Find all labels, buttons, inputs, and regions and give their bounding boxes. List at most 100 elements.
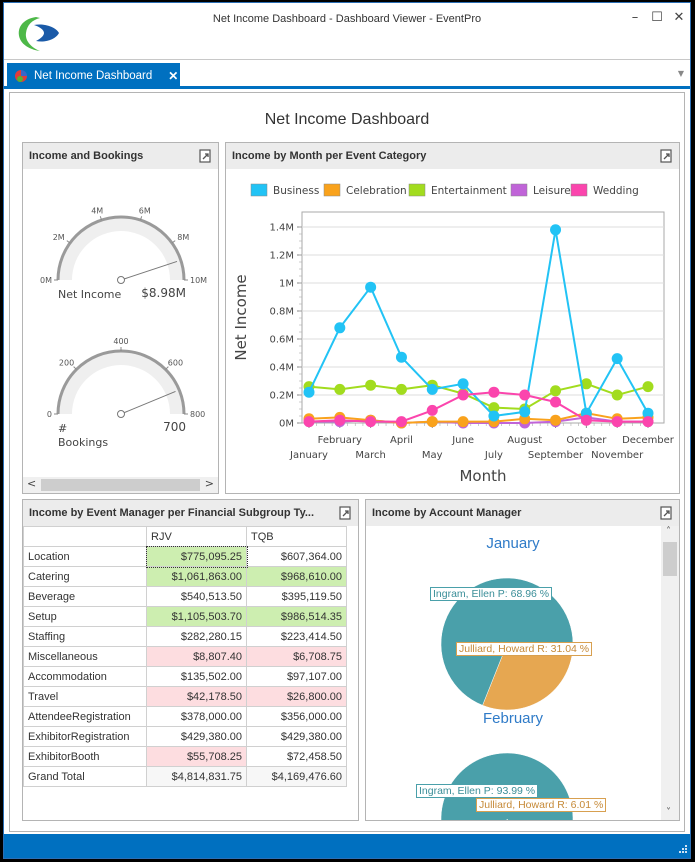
- row-header[interactable]: Setup: [23, 606, 147, 627]
- scroll-thumb[interactable]: [41, 479, 200, 491]
- data-cell[interactable]: $395,119.50: [246, 586, 347, 607]
- legend-item[interactable]: Celebration: [323, 183, 407, 197]
- scroll-down-button[interactable]: ˅: [666, 807, 671, 818]
- legend-item[interactable]: Entertainment: [408, 183, 507, 197]
- row-header[interactable]: Location: [23, 546, 147, 567]
- tab-list-dropdown[interactable]: ▼: [677, 69, 684, 78]
- pie-label-ingram-january: Ingram, Ellen P: 68.96 %: [430, 587, 553, 601]
- data-cell[interactable]: $6,708.75: [246, 646, 347, 667]
- gauge-tick: [165, 366, 169, 370]
- horizontal-scrollbar[interactable]: < >: [23, 477, 218, 493]
- row-header[interactable]: Travel: [23, 686, 147, 707]
- row-header[interactable]: Staffing: [23, 626, 147, 647]
- data-cell[interactable]: $4,169,476.60: [246, 766, 347, 787]
- gauge-needle-hub: [117, 276, 125, 284]
- data-cell[interactable]: $55,708.25: [146, 746, 247, 767]
- close-window-button[interactable]: ✕: [673, 10, 685, 25]
- row-header[interactable]: ExhibitorBooth: [23, 746, 147, 767]
- scroll-right-button[interactable]: >: [204, 477, 214, 490]
- minimize-button[interactable]: –: [631, 10, 639, 25]
- tab-close-button[interactable]: ✕: [168, 69, 179, 83]
- data-cell[interactable]: $968,610.00: [246, 566, 347, 587]
- data-point-entertainment: [611, 389, 623, 401]
- row-header[interactable]: Grand Total: [23, 766, 147, 787]
- export-icon[interactable]: [339, 506, 352, 520]
- row-header[interactable]: AttendeeRegistration: [23, 706, 147, 727]
- data-cell[interactable]: $429,380.00: [146, 726, 247, 747]
- panel-header: Income by Account Manager: [366, 500, 679, 526]
- gauge-tick-label: 4M: [91, 207, 103, 216]
- data-cell[interactable]: $42,178.50: [146, 686, 247, 707]
- gauge-tick: [66, 240, 71, 244]
- x-tick-label: February: [318, 435, 362, 446]
- column-header[interactable]: RJV: [146, 526, 247, 547]
- resize-grip-icon[interactable]: [677, 845, 687, 855]
- gauge-tick: [99, 216, 103, 221]
- table-row: Accommodation $135,502.00 $97,107.00: [23, 666, 347, 687]
- data-point-business: [426, 383, 438, 395]
- data-cell[interactable]: $223,414.50: [246, 626, 347, 647]
- export-icon[interactable]: [660, 506, 673, 520]
- legend-swatch: [408, 183, 426, 197]
- data-point-business: [395, 351, 407, 363]
- data-cell[interactable]: $97,107.00: [246, 666, 347, 687]
- scroll-thumb[interactable]: [663, 542, 677, 576]
- gauge-needle: [120, 260, 178, 281]
- data-point-wedding: [426, 404, 438, 416]
- legend-item[interactable]: Wedding: [570, 183, 639, 197]
- export-icon[interactable]: [199, 149, 212, 163]
- data-point-celebration: [550, 414, 562, 426]
- scroll-left-button[interactable]: <: [27, 477, 37, 490]
- row-header[interactable]: Beverage: [23, 586, 147, 607]
- pivot-header-row: RJV TQB: [23, 526, 347, 547]
- x-tick-label: December: [622, 435, 675, 446]
- data-point-business: [457, 378, 469, 390]
- gauge-tick-label: 400: [113, 337, 128, 346]
- row-header[interactable]: Accommodation: [23, 666, 147, 687]
- data-cell[interactable]: $429,380.00: [246, 726, 347, 747]
- data-cell[interactable]: $356,000.00: [246, 706, 347, 727]
- row-header[interactable]: ExhibitorRegistration: [23, 726, 147, 747]
- data-point-business: [365, 281, 377, 293]
- data-cell[interactable]: $540,513.50: [146, 586, 247, 607]
- data-cell[interactable]: $282,280.15: [146, 626, 247, 647]
- data-cell[interactable]: $775,095.25: [145, 545, 248, 568]
- panel-title: Income by Account Manager: [372, 507, 522, 519]
- data-cell[interactable]: $26,800.00: [246, 686, 347, 707]
- data-cell[interactable]: $8,807.40: [146, 646, 247, 667]
- data-cell[interactable]: $378,000.00: [146, 706, 247, 727]
- data-cell[interactable]: $607,364.00: [246, 546, 347, 567]
- data-point-celebration: [426, 416, 438, 428]
- data-point-celebration: [457, 416, 469, 428]
- legend-item[interactable]: Business: [250, 183, 319, 197]
- data-cell[interactable]: $4,814,831.75: [146, 766, 247, 787]
- legend-swatch: [510, 183, 528, 197]
- pie-slice: [482, 643, 574, 711]
- tab-net-income-dashboard[interactable]: Net Income Dashboard ✕: [7, 63, 180, 89]
- data-point-business: [550, 224, 562, 236]
- x-tick-label: January: [289, 450, 328, 461]
- gauge-label: Bookings: [58, 436, 108, 449]
- gauge-tick-label: 6M: [139, 207, 151, 216]
- plot-area: [301, 211, 665, 424]
- data-cell[interactable]: $72,458.50: [246, 746, 347, 767]
- y-tick-label: 1.4M: [269, 223, 294, 234]
- legend-swatch: [570, 183, 588, 197]
- column-header[interactable]: TQB: [246, 526, 347, 547]
- legend-label: Entertainment: [431, 185, 507, 197]
- scroll-up-button[interactable]: ˄: [666, 526, 671, 537]
- data-cell[interactable]: $135,502.00: [146, 666, 247, 687]
- table-row: ExhibitorBooth $55,708.25 $72,458.50: [23, 746, 347, 767]
- row-header[interactable]: Miscellaneous: [23, 646, 147, 667]
- status-bar: [4, 834, 690, 858]
- legend-item[interactable]: Leisure: [510, 183, 571, 197]
- row-header[interactable]: Catering: [23, 566, 147, 587]
- vertical-scrollbar[interactable]: ˄ ˅: [661, 526, 679, 820]
- corner-cell: [23, 526, 147, 547]
- data-point-business: [303, 386, 315, 398]
- data-cell[interactable]: $986,514.35: [246, 606, 347, 627]
- export-icon[interactable]: [660, 149, 673, 163]
- data-cell[interactable]: $1,061,863.00: [146, 566, 247, 587]
- maximize-button[interactable]: ☐: [651, 10, 663, 25]
- data-cell[interactable]: $1,105,503.70: [146, 606, 247, 627]
